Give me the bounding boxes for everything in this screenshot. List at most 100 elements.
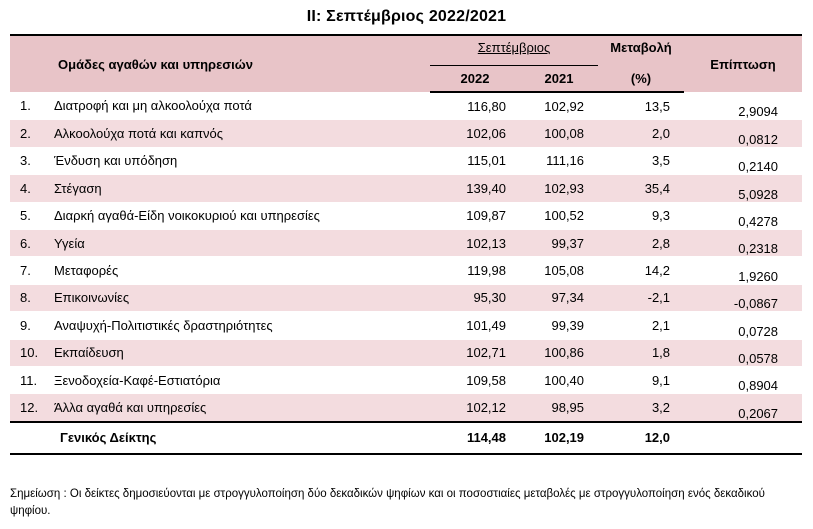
weight-value: 0,4278 <box>684 202 803 230</box>
total-label: Γενικός Δείκτης <box>54 420 430 455</box>
row-number: 1. <box>10 92 54 121</box>
weight-header: Επίπτωση <box>684 34 803 92</box>
total-2021: 102,19 <box>520 420 599 455</box>
row-label: Αναψυχή-Πολιτιστικές δραστηριότητες <box>54 311 430 340</box>
value-2022: 116,80 <box>430 92 520 121</box>
value-2022: 95,30 <box>430 284 520 313</box>
row-label: Ένδυση και υπόδηση <box>54 147 430 176</box>
table-row: 1. Διατροφή και μη αλκοολούχα ποτά 116,80 1… <box>10 92 803 121</box>
table-row: 5. Διαρκή αγαθά-Είδη νοικοκυριού και υπηρ… <box>10 202 803 230</box>
row-label: Αλκοολούχα ποτά και καπνός <box>54 119 430 148</box>
change-value: 13,5 <box>598 92 685 121</box>
value-2021: 102,93 <box>520 174 599 203</box>
value-2022: 101,49 <box>430 311 520 340</box>
page-title: II: Σεπτέμβριος 2022/2021 <box>306 8 507 25</box>
value-2021: 98,95 <box>520 393 599 423</box>
row-number: 5. <box>10 202 54 230</box>
row-number: 2. <box>10 119 54 148</box>
total-change: 12,0 <box>598 420 685 455</box>
row-number: 12. <box>10 393 54 423</box>
row-label: Επικοινωνίες <box>54 284 430 313</box>
value-2022: 109,58 <box>430 366 520 395</box>
value-2021: 100,86 <box>520 339 599 367</box>
table-row: 11. Ξενοδοχεία-Καφέ-Εστιατόρια 109,58 100,4… <box>10 366 803 395</box>
table-row: 4. Στέγαση 139,40 102,93 35,4 5,0928 <box>10 174 803 203</box>
value-2021: 100,40 <box>520 366 599 395</box>
value-2021: 100,08 <box>520 119 599 148</box>
value-2021: 105,08 <box>520 256 599 285</box>
row-label: Ξενοδοχεία-Καφέ-Εστιατόρια <box>54 366 430 395</box>
table-row: 12. Άλλα αγαθά και υπηρεσίες 102,12 98,95 3,… <box>10 393 803 423</box>
table-row: 3. Ένδυση και υπόδηση 115,01 111,16 3,5 0,214… <box>10 147 803 176</box>
year-2021-header: 2021 <box>520 64 599 93</box>
row-label: Άλλα αγαθά και υπηρεσίες <box>54 393 430 423</box>
total-row: Γενικός Δείκτης 114,48 102,19 12,0 <box>10 420 803 455</box>
group-header: Ομάδες αγαθών και υπηρεσιών <box>10 34 430 92</box>
value-2022: 119,98 <box>430 256 520 285</box>
row-label: Στέγαση <box>54 174 430 203</box>
weight-value: 0,0728 <box>684 311 803 340</box>
value-2021: 102,92 <box>520 92 599 121</box>
weight-value: 0,0812 <box>684 119 803 148</box>
row-number: 8. <box>10 284 54 313</box>
value-2022: 102,12 <box>430 393 520 423</box>
header-row-2: 2022 2021 (%) <box>10 64 802 93</box>
weight-value: 2,9094 <box>684 92 803 121</box>
row-label: Μεταφορές <box>54 256 430 285</box>
weight-value: 0,0578 <box>684 339 803 367</box>
weight-value: 1,9260 <box>684 256 803 285</box>
change-header: Μεταβολή <box>598 34 685 65</box>
value-2022: 115,01 <box>430 147 520 176</box>
table-row: 7. Μεταφορές 119,98 105,08 14,2 1,9260 <box>10 256 803 285</box>
row-number: 7. <box>10 256 54 285</box>
table-row: 6. Υγεία 102,13 99,37 2,8 0,2318 <box>10 229 803 258</box>
change-value: 3,2 <box>598 393 685 423</box>
change-value: 2,8 <box>598 229 685 258</box>
total-blank <box>10 420 54 455</box>
value-2022: 109,87 <box>430 202 520 230</box>
weight-value: 5,0928 <box>684 174 803 203</box>
change-unit-header: (%) <box>598 65 685 93</box>
value-2021: 99,39 <box>520 311 599 340</box>
weight-value: 0,2140 <box>684 147 803 176</box>
change-value: -2,1 <box>598 284 685 313</box>
table-row: 2. Αλκοολούχα ποτά και καπνός 102,06 100,08… <box>10 119 803 148</box>
weight-value: 0,8904 <box>684 366 803 395</box>
change-value: 1,8 <box>598 339 685 367</box>
total-2022: 114,48 <box>430 420 520 455</box>
table-row: 8. Επικοινωνίες 95,30 97,34 -2,1 -0,0867 <box>10 284 803 313</box>
change-value: 14,2 <box>598 256 685 285</box>
change-value: 9,3 <box>598 202 685 230</box>
row-number: 4. <box>10 174 54 203</box>
value-2021: 97,34 <box>520 284 599 313</box>
year-2022-header: 2022 <box>430 64 520 93</box>
value-2021: 111,16 <box>520 147 599 176</box>
row-number: 10. <box>10 339 54 367</box>
value-2021: 99,37 <box>520 229 599 258</box>
total-weight-blank <box>684 420 803 455</box>
change-value: 3,5 <box>598 147 685 176</box>
table-row: 10. Εκπαίδευση 102,71 100,86 1,8 0,0578 <box>10 339 803 367</box>
weight-value: 0,2318 <box>684 229 803 258</box>
cpi-table: Ομάδες αγαθών και υπηρεσιών Σεπτέμβριος … <box>10 34 803 455</box>
row-number: 11. <box>10 366 54 395</box>
value-2022: 102,13 <box>430 229 520 258</box>
row-number: 3. <box>10 147 54 176</box>
change-value: 9,1 <box>598 366 685 395</box>
value-2022: 102,06 <box>430 119 520 148</box>
header-row: Ομάδες αγαθών και υπηρεσιών Σεπτέμβριος … <box>10 34 803 92</box>
row-label: Διατροφή και μη αλκοολούχα ποτά <box>54 92 430 121</box>
weight-value: -0,0867 <box>684 284 803 313</box>
row-number: 9. <box>10 311 54 340</box>
weight-value: 0,2067 <box>684 393 803 423</box>
change-value: 35,4 <box>598 174 685 203</box>
table-row: 9. Αναψυχή-Πολιτιστικές δραστηριότητες 101… <box>10 311 803 340</box>
change-value: 2,1 <box>598 311 685 340</box>
footnote: Σημείωση : Οι δείκτες δημοσιεύονται με σ… <box>10 488 765 517</box>
row-label: Διαρκή αγαθά-Είδη νοικοκυριού και υπηρεσ… <box>54 202 430 230</box>
value-2022: 102,71 <box>430 339 520 367</box>
value-2022: 139,40 <box>430 174 520 203</box>
row-label: Εκπαίδευση <box>54 339 430 367</box>
change-value: 2,0 <box>598 119 685 148</box>
row-label: Υγεία <box>54 229 430 258</box>
